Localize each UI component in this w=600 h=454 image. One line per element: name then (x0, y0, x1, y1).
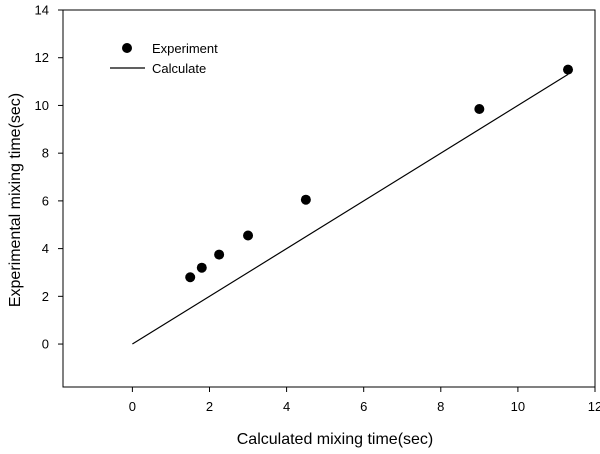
y-tick-label: 8 (42, 146, 49, 161)
x-tick-label: 6 (360, 399, 367, 414)
y-axis: 0 2 4 6 8 10 12 14 (35, 3, 63, 352)
y-tick-label: 4 (42, 241, 49, 256)
x-axis-title: Calculated mixing time(sec) (237, 431, 434, 448)
y-tick-label: 2 (42, 289, 49, 304)
experiment-point (300, 194, 311, 205)
y-axis-title: Experimental mixing time(sec) (7, 93, 24, 307)
legend-label: Experiment (152, 41, 218, 56)
x-tick-label: 4 (283, 399, 290, 414)
experiment-point (474, 104, 485, 115)
experiment-point (243, 230, 254, 241)
x-tick-label: 12 (588, 399, 600, 414)
experiment-point (196, 262, 207, 273)
x-axis: 0 2 4 6 8 10 12 (129, 387, 600, 414)
experiment-point (563, 64, 574, 75)
x-tick-label: 2 (206, 399, 213, 414)
y-tick-label: 0 (42, 337, 49, 352)
y-tick-label: 6 (42, 193, 49, 208)
x-tick-label: 8 (437, 399, 444, 414)
y-tick-label: 10 (35, 98, 49, 113)
plot-frame (62, 9, 596, 388)
calculate-line (132, 73, 569, 345)
legend: Experiment Calculate (110, 41, 218, 76)
y-tick-label: 12 (35, 50, 49, 65)
experiment-point (214, 249, 225, 260)
x-tick-label: 0 (129, 399, 136, 414)
x-tick-label: 10 (511, 399, 525, 414)
series-layer (132, 64, 574, 345)
legend-label: Calculate (152, 61, 206, 76)
experiment-point (185, 272, 196, 283)
legend-swatch-experiment (122, 43, 132, 53)
y-tick-label: 14 (35, 3, 49, 18)
